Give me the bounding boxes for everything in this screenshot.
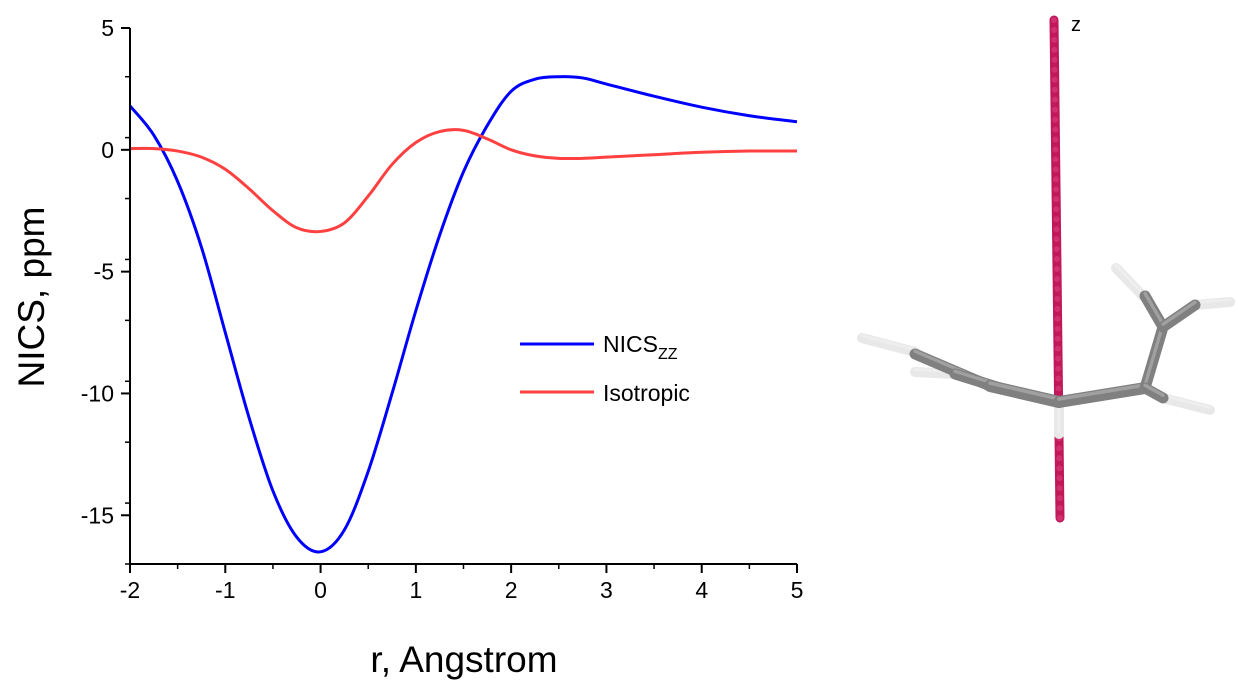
x-tick-label: 1 (409, 577, 422, 603)
probe-dummy-atom (1055, 375, 1062, 382)
probe-dummy-atom (1052, 106, 1059, 113)
probe-dummy-atom (1051, 56, 1058, 63)
probe-dummy-atom (1053, 246, 1060, 253)
bond-c-top-1 (1139, 290, 1169, 333)
probe-dummy-atom (1054, 275, 1061, 282)
probe-dummy-atom (1052, 176, 1059, 183)
probe-dummy-atom (1054, 315, 1061, 322)
probe-dummy-atom (1052, 126, 1059, 133)
x-tick-label: -1 (215, 577, 235, 603)
y-tick-label: 0 (101, 137, 114, 163)
probe-dummy-atom (1055, 365, 1062, 372)
probe-dummy-atom (1054, 325, 1061, 332)
bond-c-center-left (984, 380, 1065, 408)
bond-c-center-right (1053, 382, 1151, 408)
probe-dummy-atom (1056, 465, 1063, 472)
x-tick-label: 5 (791, 577, 804, 603)
probe-dummy-atom (1056, 505, 1063, 512)
probe-dummy-atom (1051, 76, 1058, 83)
probe-dummy-atom (1053, 216, 1060, 223)
bond-c-top-2-highlight (1161, 300, 1197, 326)
probe-dummy-atom (1055, 385, 1062, 392)
probe-dummy-atom (1054, 266, 1060, 272)
bond-c-right-vertical-highlight (1143, 322, 1165, 387)
plot-area (128, 75, 798, 554)
axes (129, 28, 797, 565)
probe-dummy-atom (1053, 186, 1060, 193)
bond-h-left-1-highlight (860, 334, 917, 351)
probe-dummy-atom (1054, 305, 1061, 312)
probe-dummy-atom (1056, 455, 1063, 462)
probe-dummy-atom (1053, 236, 1060, 243)
probe-dummy-atom (1053, 226, 1060, 233)
probe-dummy-atom (1052, 166, 1059, 173)
bond-c-right-h (1139, 382, 1169, 404)
probe-dummy-atom (1052, 116, 1059, 123)
probe-dummy-atom (1054, 295, 1061, 302)
x-axis-title: r, Angstrom (370, 639, 557, 680)
probe-dummy-atom (1052, 156, 1059, 163)
bond-h-top-1-highlight (1114, 264, 1145, 295)
probe-dummy-atom (1054, 285, 1061, 292)
x-tick-label: 3 (600, 577, 613, 603)
y-tick-label: -5 (94, 259, 114, 285)
molecule-diagram: z (857, 14, 1235, 523)
probe-dummy-atom (1051, 17, 1057, 23)
legend-label-isotropic: Isotropic (603, 380, 690, 406)
legend-label-nicszz-sub: ZZ (658, 346, 678, 363)
probe-dummy-atom (1053, 256, 1060, 263)
legend: NICSZZ Isotropic (520, 331, 690, 406)
series-line-nicszz (128, 75, 798, 554)
ticks: -2 -1 0 1 2 3 4 550-5-10-15 (81, 15, 804, 603)
bond-h-top-2 (1190, 297, 1235, 310)
probe-dummy-atom (1051, 36, 1058, 43)
bond-c-center-right-highlight (1057, 383, 1147, 401)
nics-probe-line (1049, 15, 1065, 523)
legend-label-nicszz-main: NICS (603, 331, 658, 357)
probe-dummy-atom (1051, 96, 1058, 103)
probe-dummy-atom (1051, 26, 1058, 33)
bond-h-right (1158, 393, 1215, 415)
probe-dummy-atom (1051, 46, 1058, 53)
series-line-isotropic (129, 128, 798, 234)
x-tick-label: 4 (695, 577, 708, 603)
y-axis-title: NICS, ppm (11, 207, 52, 388)
x-tick-label: -2 (120, 577, 140, 603)
probe-dummy-atom (1052, 136, 1059, 143)
probe-dummy-atom (1056, 445, 1063, 452)
bond-h-left-1 (857, 333, 920, 357)
probe-dummy-atom (1056, 475, 1063, 482)
nics-chart: -2 -1 0 1 2 3 4 550-5-10-15 r, Angstrom NICS, p… (11, 15, 803, 680)
probe-dummy-atom (1054, 345, 1061, 352)
probe-dummy-atom (1053, 206, 1060, 213)
probe-dummy-atom (1056, 495, 1063, 502)
molecule-bonds (857, 263, 1235, 439)
bond-c-top-1-highlight (1143, 291, 1165, 326)
bond-c-right-vertical (1139, 321, 1169, 394)
bond-c-center-left-highlight (988, 381, 1061, 401)
y-tick-label: 5 (101, 15, 114, 41)
z-axis-label: z (1071, 14, 1081, 36)
probe-dummy-atom (1051, 86, 1058, 93)
bond-c-right-h-highlight (1143, 383, 1165, 397)
bond-h-top-1 (1111, 263, 1148, 301)
probe-dummy-atom (1057, 515, 1063, 521)
legend-label-nicszz: NICSZZ (603, 331, 678, 363)
y-tick-label: -10 (81, 380, 114, 406)
probe-dummy-atom (1051, 66, 1058, 73)
probe-dummy-atom (1056, 485, 1063, 492)
y-tick-label: -15 (81, 502, 114, 528)
x-tick-label: 0 (314, 577, 327, 603)
bond-c-top-2 (1157, 299, 1201, 333)
probe-dummy-atom (1053, 196, 1060, 203)
x-tick-label: 2 (505, 577, 518, 603)
probe-dummy-atom (1055, 355, 1062, 362)
bond-h-top-2-highlight (1193, 298, 1232, 304)
probe-dummy-atom (1052, 146, 1059, 153)
probe-dummy-atom (1054, 335, 1061, 342)
bond-h-right-highlight (1161, 394, 1212, 409)
